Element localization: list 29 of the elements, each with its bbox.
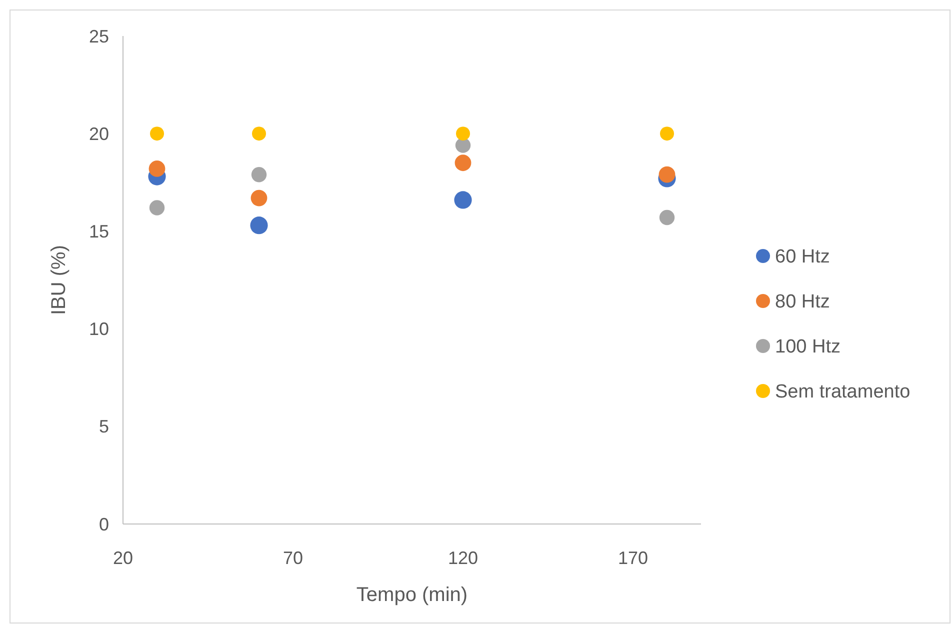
- legend-label: 100 Htz: [775, 336, 840, 358]
- point: [660, 126, 674, 141]
- point: [659, 210, 675, 226]
- point: [252, 126, 266, 141]
- y-tick-label: 15: [88, 222, 109, 242]
- x-tick-label: 70: [282, 548, 304, 568]
- point: [658, 166, 676, 183]
- x-tick-label: 120: [448, 548, 478, 568]
- point: [454, 154, 472, 172]
- point: [149, 200, 165, 216]
- point: [250, 190, 268, 206]
- point: [150, 126, 164, 141]
- y-tick-label: 25: [88, 26, 109, 46]
- y-tick-label: 0: [98, 514, 109, 534]
- point: [148, 160, 166, 177]
- x-axis-title: Tempo (min): [356, 584, 468, 606]
- legend-label: 80 Htz: [775, 292, 830, 313]
- x-tick-label: 170: [618, 548, 648, 568]
- point: [250, 216, 268, 234]
- legend-label: Sem tratamento: [775, 382, 910, 403]
- y-axis-title: IBU (%): [48, 245, 70, 315]
- point: [456, 126, 470, 141]
- y-tick-label: 5: [98, 416, 109, 437]
- point: [454, 191, 472, 209]
- y-tick-label: 20: [88, 124, 109, 144]
- y-tick-label: 10: [88, 319, 109, 340]
- legend-label: 60 Htz: [775, 246, 830, 268]
- x-tick-label: 20: [112, 548, 134, 568]
- point: [251, 166, 267, 182]
